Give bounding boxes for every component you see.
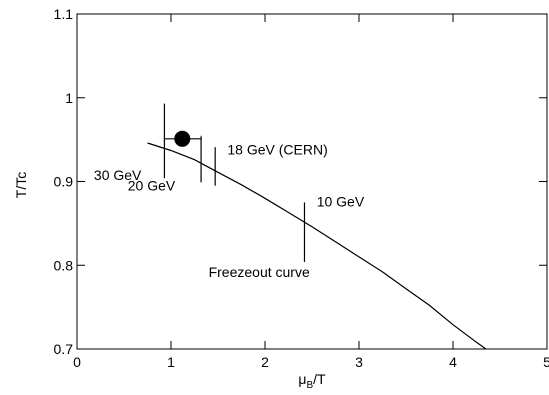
y-tick-label-0: 0.7: [54, 341, 74, 357]
y-tick-label-4: 1.1: [54, 6, 74, 22]
energy-markers: [163, 103, 306, 262]
x-tick-label-0: 0: [73, 354, 81, 370]
y-tick-label-1: 0.8: [54, 257, 74, 273]
y-tick-label-3: 1: [65, 90, 73, 106]
y-tick-labels: 0.7 0.8 0.9 1 1.1: [54, 6, 74, 357]
x-tick-label-4: 4: [449, 354, 457, 370]
x-tick-labels: 0 1 2 3 4 5: [73, 354, 549, 370]
x-tick-label-1: 1: [167, 354, 175, 370]
x-axis-title-tail: /T: [313, 371, 326, 387]
x-tick-label-2: 2: [261, 354, 269, 370]
annotation-1: 20 GeV: [128, 178, 176, 194]
x-tick-label-5: 5: [543, 354, 549, 370]
annotation-2: 18 GeV (CERN): [227, 142, 327, 158]
data-point-group: [163, 130, 202, 147]
x-axis-title: μB/T: [298, 371, 326, 391]
annotation-0: 30 GeV: [94, 167, 142, 183]
x-axis-title-sub: B: [306, 380, 313, 391]
y-tick-label-2: 0.9: [54, 174, 74, 190]
y-axis-title: T/Tc: [13, 172, 29, 198]
x-tick-label-3: 3: [355, 354, 363, 370]
annotation-4: Freezeout curve: [209, 264, 310, 280]
annotation-3: 10 GeV: [317, 194, 365, 210]
freezeout-curve-line: [147, 142, 487, 350]
x-axis-title-base: μ: [298, 371, 306, 387]
axis-ticks: [76, 13, 548, 350]
data-point: [174, 130, 191, 147]
